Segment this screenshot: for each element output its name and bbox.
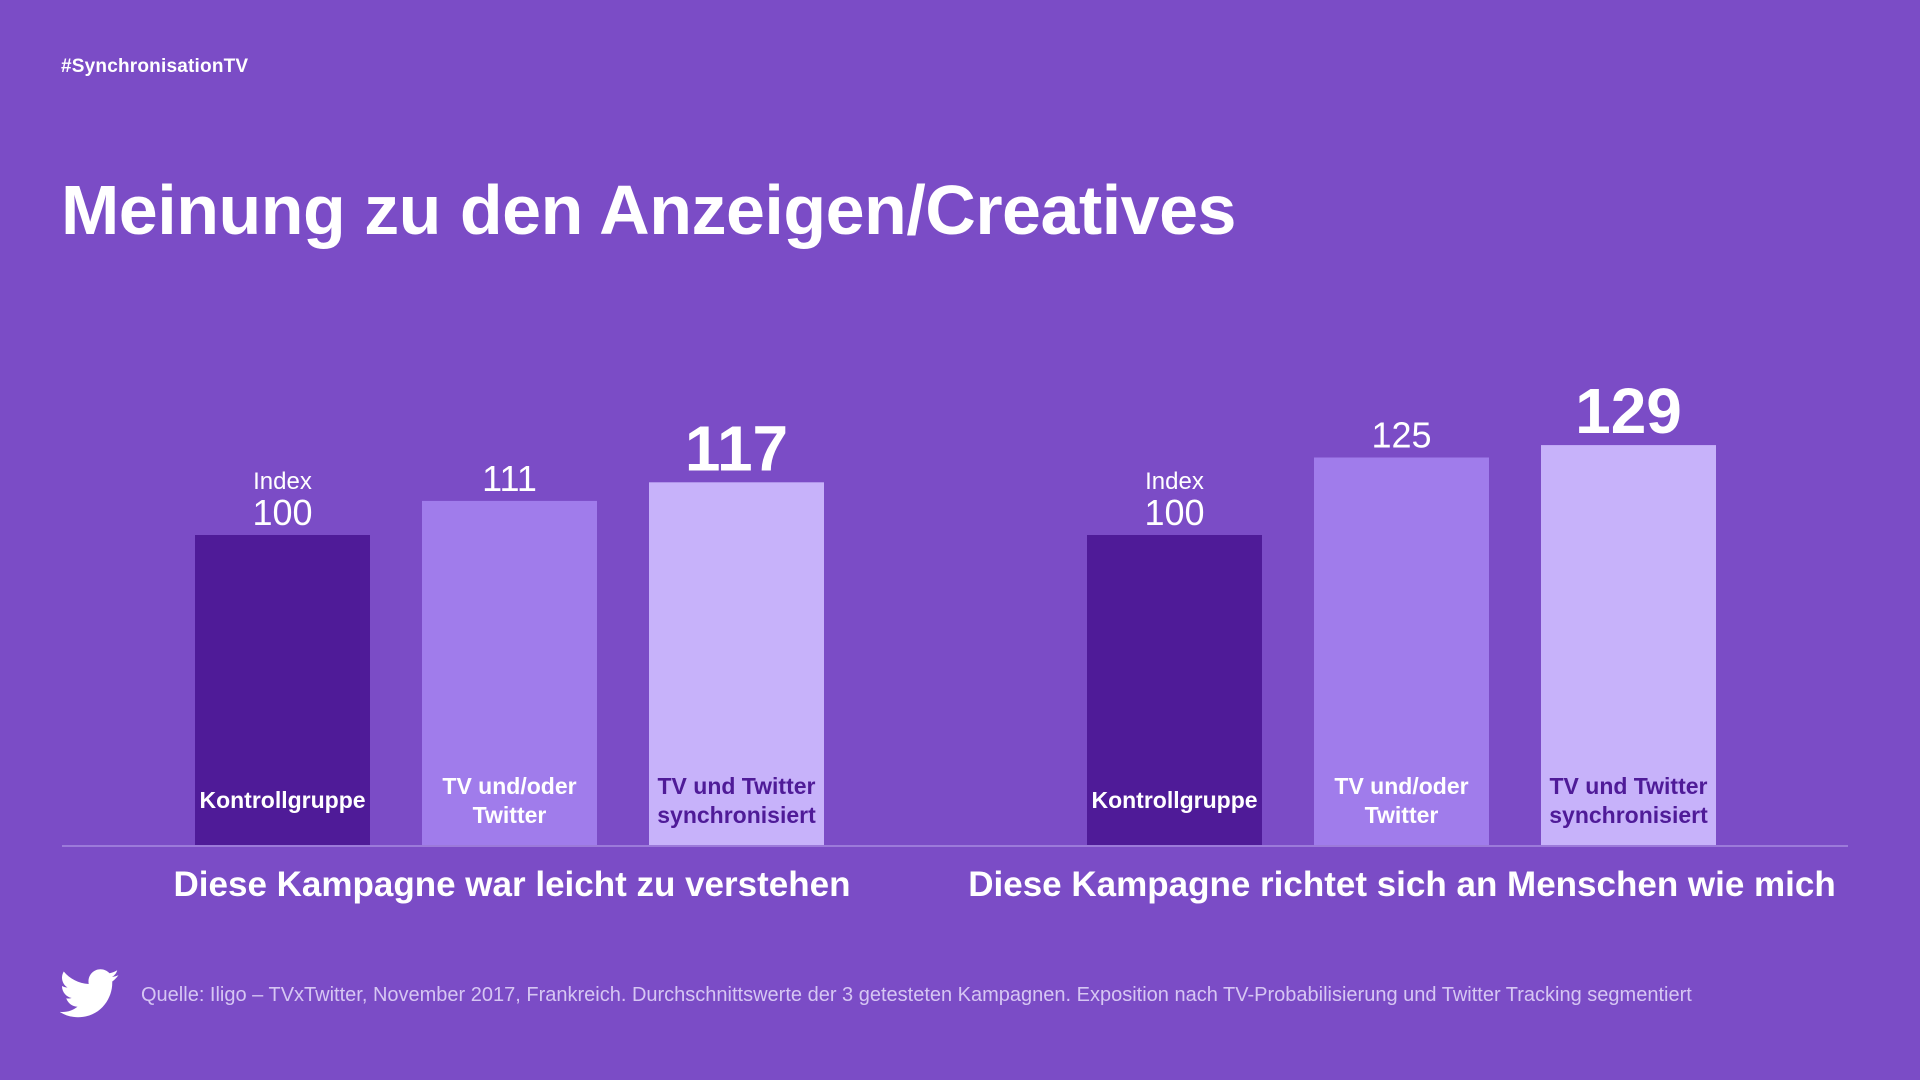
bar-1-1: [1314, 457, 1489, 845]
bar-0-0: [195, 535, 370, 845]
index-caption-0: Index: [253, 468, 312, 495]
category-label-0-1-0: TV und/oder: [442, 773, 576, 799]
category-label-0-0-0: Kontrollgruppe: [199, 787, 365, 813]
value-label-0-0: 100: [252, 492, 312, 533]
twitter-bird-icon: [60, 969, 119, 1018]
category-label-0-2-0: TV und Twitter: [657, 773, 815, 799]
value-label-1-2: 129: [1575, 375, 1682, 447]
value-label-0-1: 111: [482, 458, 537, 499]
bar-1-0: [1087, 535, 1262, 845]
category-label-0-2-1: synchronisiert: [657, 802, 816, 828]
category-label-0-1-1: Twitter: [473, 802, 547, 828]
source-note: Quelle: Iligo – TVxTwitter, November 201…: [141, 984, 1692, 1006]
group-label-people-like-me: Diese Kampagne richtet sich an Menschen …: [968, 865, 1836, 904]
index-caption-1: Index: [1145, 468, 1204, 495]
category-label-1-2-1: synchronisiert: [1549, 802, 1708, 828]
value-label-0-2: 117: [685, 412, 788, 484]
category-label-1-2-0: TV und Twitter: [1549, 773, 1707, 799]
value-label-1-0: 100: [1144, 492, 1204, 533]
bar-1-2: [1541, 445, 1716, 845]
bar-0-1: [422, 500, 597, 845]
group-label-easy-to-understand: Diese Kampagne war leicht zu verstehen: [173, 865, 851, 904]
category-label-1-1-0: TV und/oder: [1334, 773, 1468, 799]
category-label-1-0-0: Kontrollgruppe: [1091, 787, 1257, 813]
category-label-1-1-1: Twitter: [1365, 802, 1439, 828]
page-title: Meinung zu den Anzeigen/Creatives: [61, 171, 1236, 249]
hashtag: #SynchronisationTV: [61, 56, 249, 77]
value-label-1-1: 125: [1371, 415, 1431, 456]
bar-0-2: [649, 482, 824, 845]
